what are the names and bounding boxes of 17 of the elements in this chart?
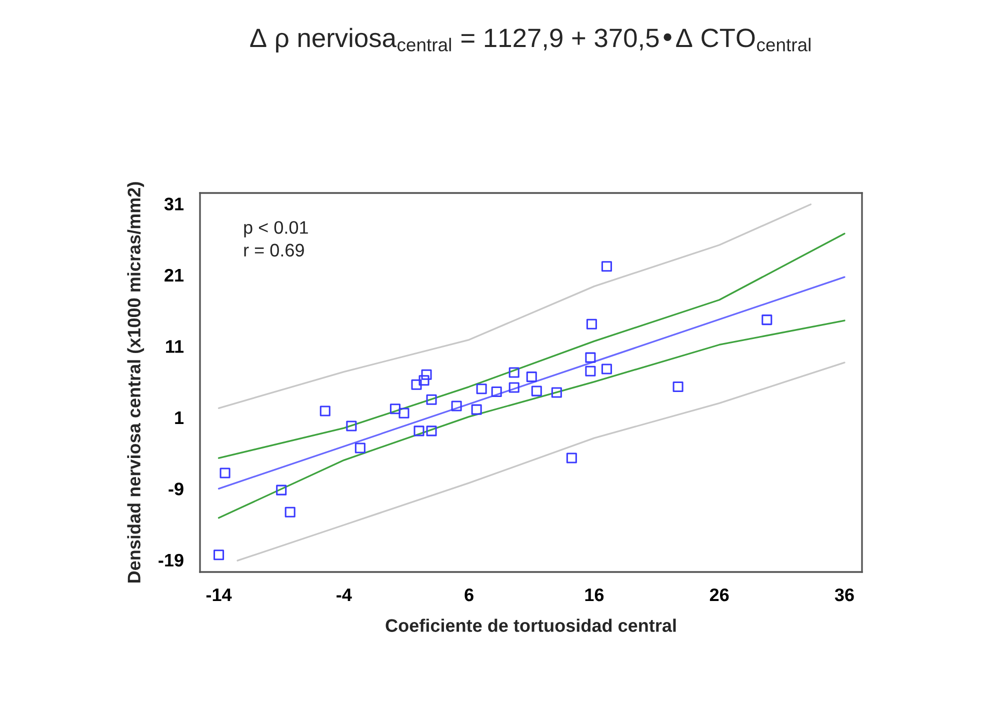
x-tick-label: -4: [336, 588, 352, 602]
x-tick-label: 26: [710, 588, 729, 602]
annotation: r = 0.69: [244, 244, 304, 257]
y-axis-title: Densidad nerviosa central (x1000 micras/mm2): [127, 182, 144, 582]
chart-title: Δ ρ nerviosa$_{central}$ = 1127,9 + 370,5•Δ CTO$_{central}$: [250, 28, 810, 52]
annotation: p < 0.01: [244, 221, 308, 238]
x-axis-title: Coeficiente de tortuosidad central: [386, 618, 676, 632]
y-tick-label: 1: [175, 412, 184, 424]
y-tick-label: -9: [168, 482, 184, 496]
y-tick-label: 21: [164, 268, 184, 282]
x-tick-label: 16: [585, 588, 604, 602]
y-tick-label: -19: [158, 554, 184, 567]
y-tick-label: 11: [166, 340, 184, 353]
x-tick-label: -14: [206, 588, 232, 602]
x-tick-label: 36: [834, 588, 854, 602]
y-tick-label: 31: [164, 198, 184, 210]
x-tick-label: 6: [464, 588, 474, 602]
